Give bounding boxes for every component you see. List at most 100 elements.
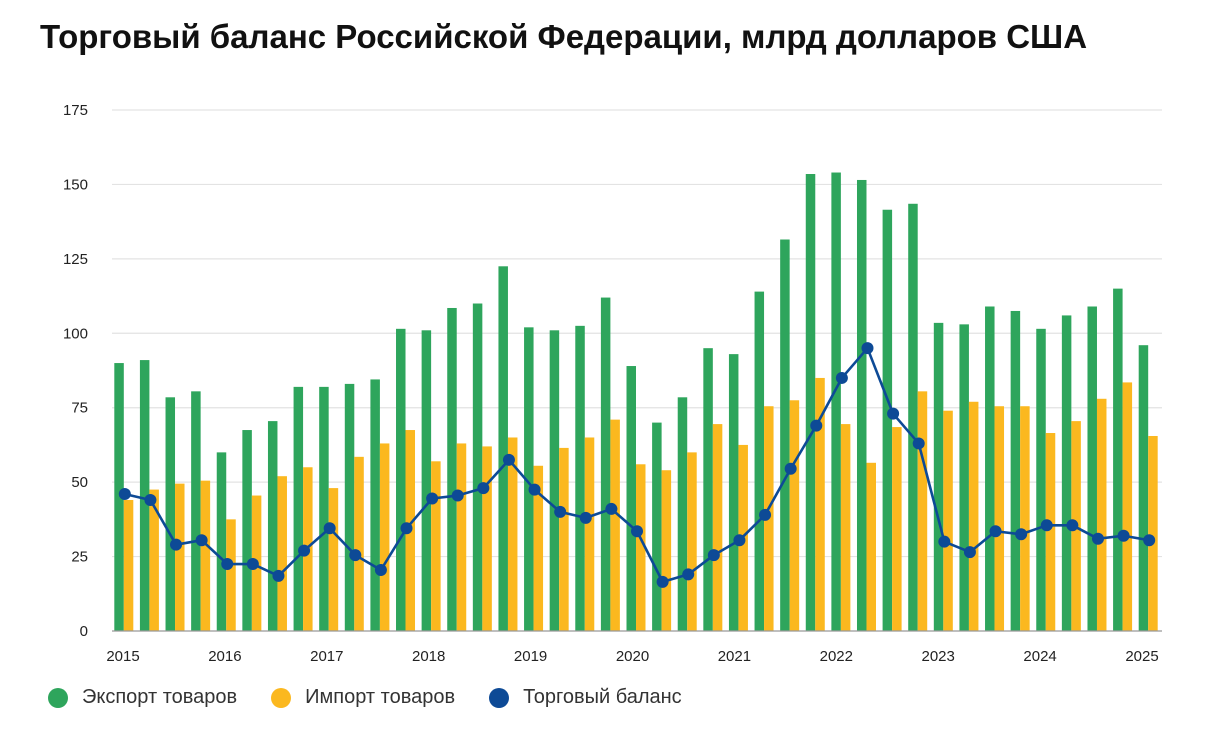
balance-point [605, 502, 618, 515]
y-tick-label: 125 [63, 251, 88, 268]
bar-import [866, 462, 876, 631]
balance-point [1091, 532, 1104, 545]
bar-import [1096, 398, 1107, 631]
bar-export [370, 379, 380, 631]
balance-point [631, 525, 643, 538]
x-tick-label: 2019 [514, 648, 547, 665]
balance-point [400, 522, 413, 535]
balance-point [733, 534, 746, 547]
bar-import [994, 406, 1005, 631]
bar-import [1148, 435, 1158, 631]
bar-export [652, 422, 662, 631]
bar-export [1087, 306, 1097, 631]
x-tick-label: 2021 [718, 648, 751, 665]
balance-point [118, 488, 131, 501]
bar-export [600, 297, 611, 631]
bar-import [175, 483, 185, 631]
balance-point [656, 575, 669, 588]
bar-export [267, 421, 278, 631]
bar-import [789, 400, 800, 631]
balance-point [272, 569, 285, 582]
balance-point [682, 568, 695, 581]
bar-import [584, 437, 595, 631]
bar-export [1113, 288, 1123, 631]
bar-import [533, 465, 544, 631]
bar-import [917, 391, 928, 631]
bar-import [559, 447, 569, 631]
balance-point [170, 538, 183, 551]
bar-export [165, 397, 176, 631]
bar-import [636, 464, 646, 631]
bar-export [575, 325, 585, 631]
balance-point [938, 535, 951, 548]
bar-import [1045, 433, 1056, 631]
balance-point [323, 522, 336, 535]
balance-point [810, 419, 823, 432]
balance-point [579, 511, 592, 524]
bar-import [482, 446, 492, 631]
balance-point [221, 558, 234, 571]
bar-export [780, 239, 790, 631]
bar-export [139, 360, 150, 631]
bars [114, 172, 1158, 631]
legend-swatch-import [271, 687, 292, 708]
x-tick-label: 2020 [616, 648, 649, 665]
bar-export [293, 386, 304, 631]
balance-point [426, 492, 439, 505]
x-tick-label: 2016 [208, 648, 241, 665]
bar-export [933, 322, 944, 631]
bar-export [549, 330, 560, 631]
legend-label-balance: Торговый баланс [523, 686, 682, 708]
bar-export [703, 348, 713, 631]
balance-point [963, 546, 976, 559]
bar-export [472, 303, 483, 631]
legend-item-export[interactable]: Экспорт товаров [48, 686, 237, 709]
y-tick-label: 75 [71, 400, 88, 417]
x-tick-label: 2024 [1023, 648, 1056, 665]
balance-point [1066, 519, 1079, 532]
balance-point [887, 407, 900, 420]
y-tick-label: 25 [71, 549, 88, 566]
bar-import [1122, 382, 1133, 631]
bar-import [892, 427, 902, 631]
balance-point [298, 544, 311, 557]
bar-export [1061, 315, 1072, 631]
balance-point [144, 494, 157, 507]
bar-export [831, 172, 841, 631]
balance-line [118, 342, 1156, 588]
balance-point [451, 489, 464, 502]
bar-export [524, 327, 534, 631]
bar-import [1020, 406, 1030, 631]
bar-export [421, 330, 432, 631]
y-tick-label: 150 [63, 176, 88, 193]
bar-export [1138, 345, 1149, 631]
chart-canvas: 0 25 50 75 100 125 150 175 2015 2016 2017 2018 2019… [63, 102, 1162, 665]
bar-import [123, 500, 134, 631]
bar-import [354, 456, 364, 631]
legend-item-balance[interactable]: Торговый баланс [489, 686, 682, 709]
y-tick-label: 175 [63, 102, 88, 119]
bar-import [431, 461, 441, 631]
balance-point [784, 462, 797, 475]
legend-item-import[interactable]: Импорт товаров [271, 686, 455, 709]
bar-import [712, 424, 723, 631]
balance-point [477, 482, 490, 495]
balance-point [861, 342, 874, 355]
bar-export [1036, 328, 1046, 631]
balance-point [989, 525, 1002, 538]
bar-import [968, 401, 979, 631]
bar-import [815, 377, 825, 631]
x-tick-label: 2022 [820, 648, 853, 665]
bar-export [959, 324, 969, 631]
bar-import [456, 443, 467, 631]
balance-point [374, 563, 387, 576]
bar-export [447, 307, 457, 631]
bar-export [498, 266, 508, 631]
bar-export [626, 366, 636, 631]
bar-export [396, 328, 406, 631]
bar-export [856, 179, 867, 631]
balance-point [528, 483, 541, 496]
bar-import [507, 437, 518, 631]
bar-import [200, 480, 211, 631]
balance-point [1040, 519, 1053, 532]
